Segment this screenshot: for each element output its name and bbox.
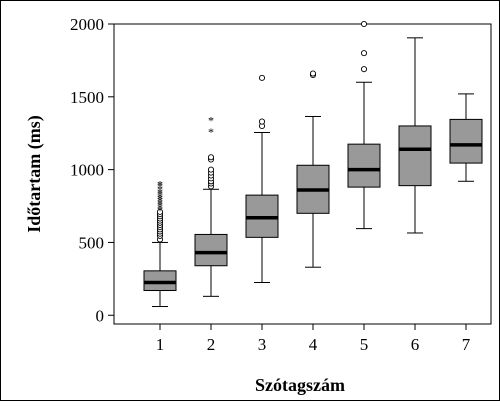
box-3 <box>245 74 279 283</box>
y-axis: 0 500 1000 1500 2000 <box>70 15 114 325</box>
y-axis-label: Időtartam (ms) <box>24 115 45 232</box>
outlier-star: * <box>157 204 163 218</box>
iqr-box <box>449 118 483 164</box>
outlier-star: * <box>208 113 214 127</box>
outlier-circle <box>258 118 266 125</box>
boxes: ************** <box>143 20 483 308</box>
x-tick-label: 7 <box>462 335 471 354</box>
outlier-circle <box>309 70 317 77</box>
outlier-circle <box>207 166 215 173</box>
outlier-circle <box>360 20 368 28</box>
outlier-star: * <box>157 177 163 191</box>
x-tick-label: 1 <box>156 335 165 354</box>
outlier-circle <box>207 154 215 161</box>
outlier-star: * <box>157 188 163 202</box>
outlier-star: * <box>157 194 163 208</box>
outlier-star: * <box>157 192 163 206</box>
x-axis-label: Szótagszám <box>255 375 345 395</box>
x-tick-label: 6 <box>411 335 420 354</box>
outlier-circle <box>156 208 164 215</box>
y-tick-label: 1000 <box>70 161 104 180</box>
outlier-star: * <box>157 185 163 199</box>
outlier-circle <box>360 66 368 73</box>
iqr-box <box>398 125 432 187</box>
outlier-star: * <box>157 183 163 197</box>
outlier-star: * <box>157 180 163 194</box>
box-7 <box>449 93 483 182</box>
x-tick-label: 2 <box>207 335 216 354</box>
outlier-circle <box>360 50 368 57</box>
box-6 <box>398 37 432 234</box>
outlier-circle <box>258 74 266 81</box>
outlier-star: * <box>157 190 163 204</box>
x-tick-label: 5 <box>360 335 369 354</box>
outlier-star: * <box>157 196 163 210</box>
y-tick-label: 500 <box>79 233 105 252</box>
outlier-star: * <box>157 199 163 213</box>
iqr-box <box>347 143 381 188</box>
outlier-star: * <box>208 125 214 139</box>
iqr-box <box>143 270 177 292</box>
iqr-box <box>194 233 228 267</box>
box-1: ************ <box>143 177 177 308</box>
y-tick-label: 1500 <box>70 88 104 107</box>
outlier-star: * <box>157 201 163 215</box>
box-4 <box>296 70 330 268</box>
box-2: ** <box>194 113 228 297</box>
x-axis: 1 2 3 4 5 6 7 <box>156 324 471 354</box>
y-tick-label: 0 <box>96 306 105 325</box>
x-tick-label: 4 <box>309 335 318 354</box>
y-tick-label: 2000 <box>70 15 104 34</box>
box-5 <box>347 20 381 230</box>
plot-area <box>113 23 492 325</box>
x-tick-label: 3 <box>258 335 267 354</box>
